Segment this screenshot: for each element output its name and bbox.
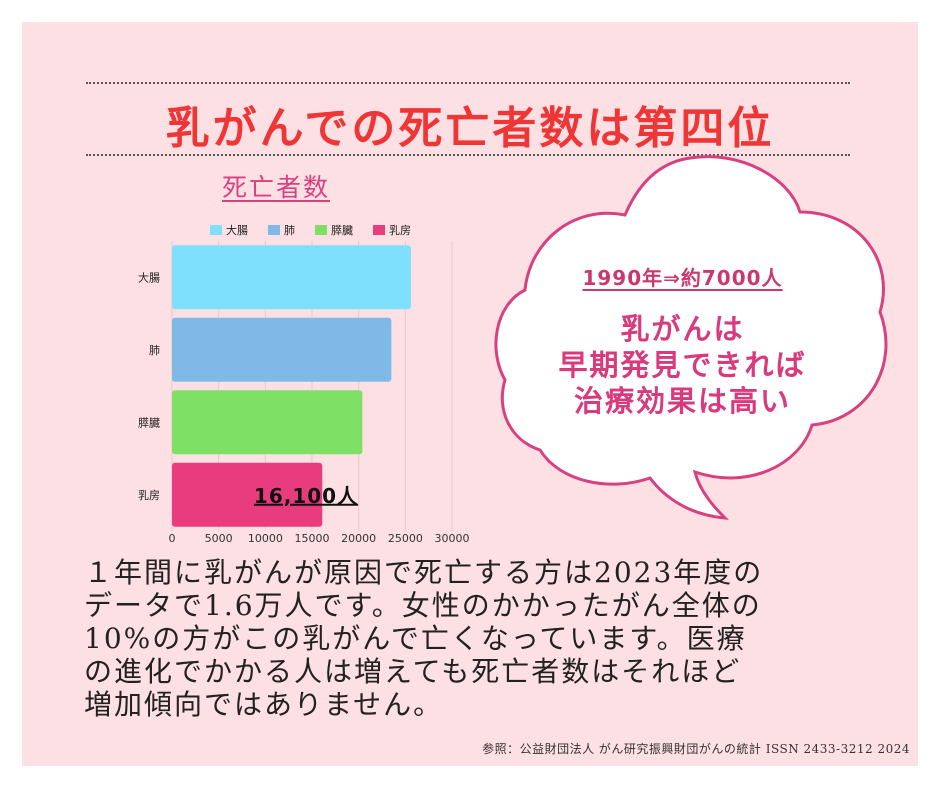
- source-citation: 参照：公益財団法人 がん研究振興財団がんの統計 ISSN 2433-3212 2…: [482, 742, 910, 756]
- legend-label: 大腸: [226, 223, 248, 237]
- bubble-line-3: 治療効果は高い: [573, 384, 791, 418]
- bar: [172, 245, 411, 310]
- x-tick-label: 20000: [341, 532, 376, 545]
- body-text: １年間に乳がんが原因で死亡する方は2023年度の データで1.6万人です。女性の…: [84, 556, 914, 721]
- x-tick-label: 10000: [248, 532, 283, 545]
- page-title: 乳がんでの死亡者数は第四位: [165, 103, 775, 154]
- x-tick-label: 30000: [435, 532, 470, 545]
- bubble-stat: 1990年⇒約7000人: [582, 266, 783, 290]
- y-tick-label: 大腸: [138, 270, 160, 284]
- body-line: 10%の方がこの乳がんで亡くなっています。医療: [84, 622, 747, 655]
- legend-label: 膵臓: [331, 224, 353, 237]
- x-tick-label: 5000: [205, 532, 233, 545]
- x-tick-label: 25000: [388, 532, 423, 545]
- bubble-line-2: 早期発見できれば: [558, 348, 807, 382]
- bar: [172, 317, 392, 382]
- legend-label: 乳房: [389, 224, 411, 237]
- legend-swatch: [210, 225, 222, 235]
- body-line: 増加傾向ではありません。: [84, 688, 444, 721]
- legend-swatch: [268, 225, 280, 235]
- y-tick-label: 膵臓: [138, 416, 160, 429]
- bar: [172, 390, 363, 455]
- top-dotted-divider: [86, 82, 850, 84]
- bottom-dotted-divider: [86, 154, 850, 156]
- chart-subtitle: 死亡者数: [222, 173, 331, 202]
- x-tick-label: 0: [169, 532, 176, 545]
- bubble-shape: [494, 155, 888, 520]
- y-tick-label: 肺: [149, 344, 160, 357]
- legend-label: 肺: [284, 224, 295, 237]
- bar: [172, 462, 323, 527]
- body-line: データで1.6万人です。女性のかかったがん全体の: [84, 589, 762, 622]
- body-line: の進化でかかる人は増えても死亡者数はそれほど: [84, 655, 742, 688]
- legend-swatch: [373, 225, 385, 235]
- y-tick-label: 乳房: [138, 489, 160, 502]
- body-line: １年間に乳がんが原因で死亡する方は2023年度の: [84, 556, 764, 589]
- legend-swatch: [315, 225, 327, 235]
- x-tick-label: 15000: [295, 532, 330, 545]
- bubble-line-1: 乳がんは: [620, 312, 745, 346]
- bar-annotation: 16,100人: [254, 484, 358, 508]
